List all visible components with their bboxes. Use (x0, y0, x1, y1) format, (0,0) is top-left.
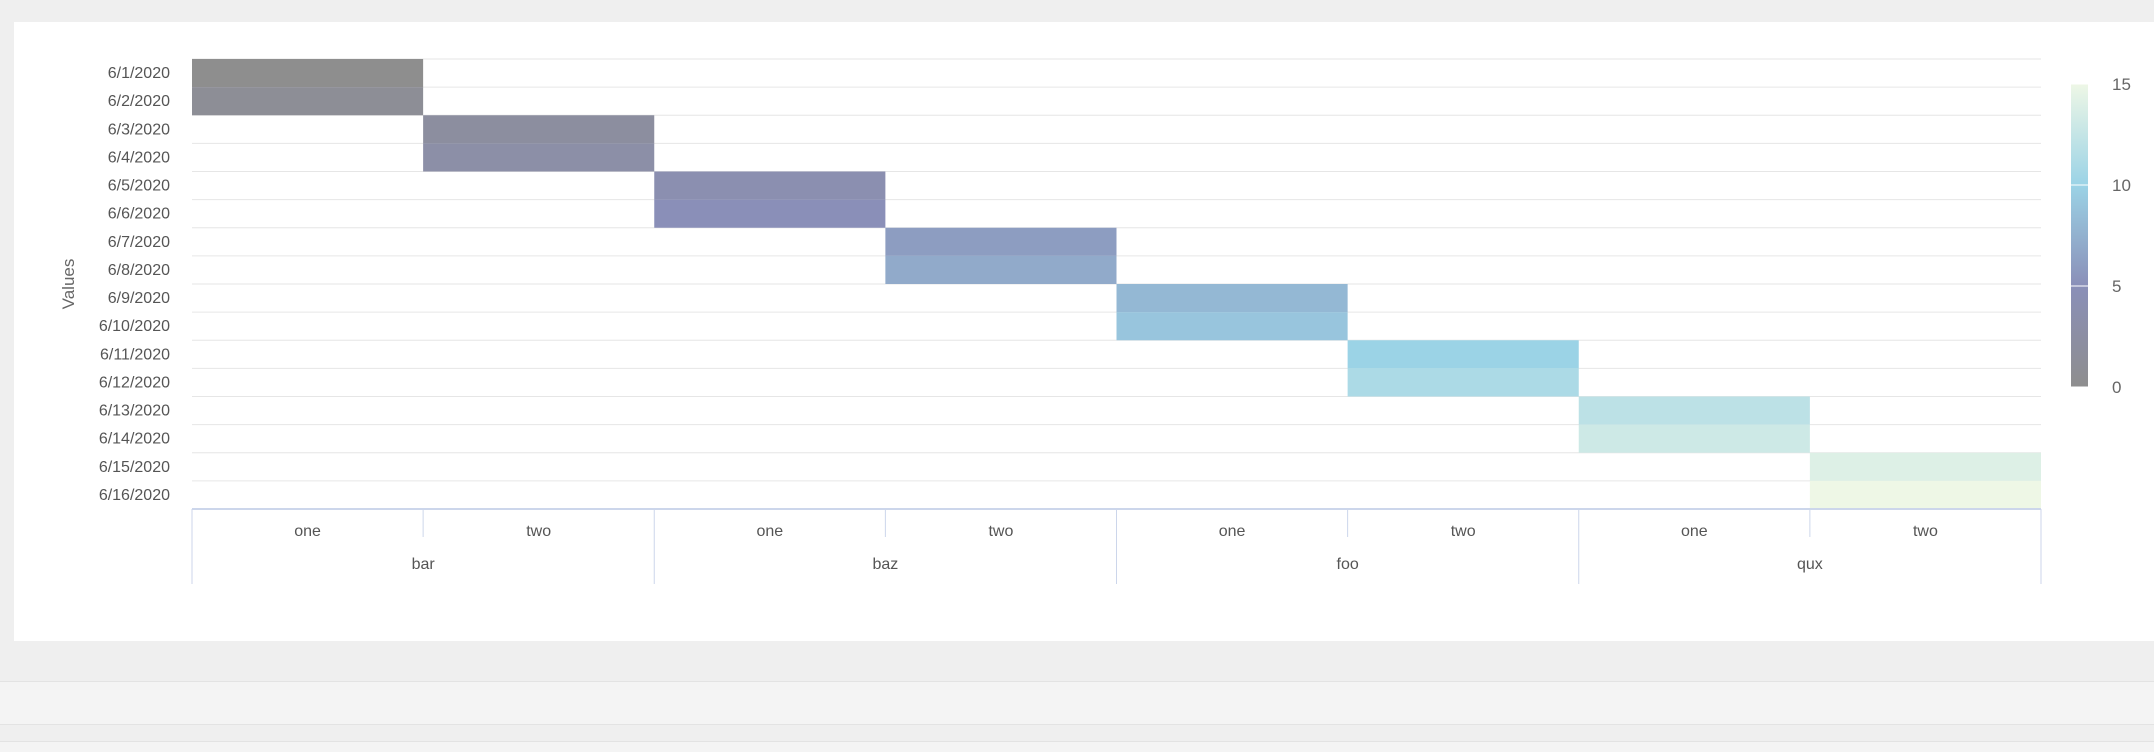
y-tick-label: 6/7/2020 (108, 234, 170, 251)
y-tick-label: 6/13/2020 (99, 403, 170, 420)
y-tick-label: 6/3/2020 (108, 121, 170, 138)
heatmap-cell[interactable] (1809, 480, 2041, 509)
y-tick-label: 6/2/2020 (108, 93, 170, 110)
legend-tick-label: 15 (2112, 75, 2131, 94)
y-tick-label: 6/11/2020 (100, 346, 170, 363)
heatmap-cell[interactable] (885, 227, 1117, 256)
heatmap-cell[interactable] (654, 199, 886, 228)
legend-tick-label: 10 (2112, 176, 2131, 195)
y-tick-labels: 6/1/2020 6/2/2020 6/3/2020 6/4/2020 6/5/2020… (99, 65, 170, 504)
legend-tick-label: 0 (2112, 378, 2121, 397)
y-tick-label: 6/5/2020 (108, 178, 170, 195)
x-tick-label: two (526, 523, 551, 540)
y-tick-label: 6/9/2020 (108, 290, 170, 307)
x-group-label: foo (1337, 556, 1359, 573)
legend-tick-label: 5 (2112, 277, 2121, 296)
heatmap-cell[interactable] (654, 171, 886, 200)
heatmap-cell[interactable] (1578, 396, 1810, 425)
heatmap-chart: 6/1/2020 6/2/2020 6/3/2020 6/4/2020 6/5/2020… (59, 58, 2131, 584)
y-tick-label: 6/16/2020 (99, 487, 170, 504)
x-tick-label: one (756, 523, 783, 540)
x-tick-label: one (294, 523, 321, 540)
heatmap-cell[interactable] (192, 59, 424, 88)
heatmap-cell[interactable] (1347, 368, 1579, 397)
heatmap-cell[interactable] (1347, 340, 1579, 369)
heatmap-cell[interactable] (1116, 284, 1348, 313)
y-tick-label: 6/14/2020 (99, 431, 170, 448)
y-tick-label: 6/1/2020 (108, 65, 170, 82)
y-tick-label: 6/10/2020 (99, 318, 170, 335)
heatmap-cell[interactable] (1809, 452, 2041, 481)
chart-panel: 6/1/2020 6/2/2020 6/3/2020 6/4/2020 6/5/2020… (14, 22, 2154, 641)
y-axis-title: Values (59, 259, 78, 310)
heatmap-cell[interactable] (423, 115, 655, 144)
footer-bar (0, 681, 2154, 725)
x-group-label: qux (1797, 556, 1823, 573)
x-tick-label: one (1219, 523, 1246, 540)
y-tick-label: 6/12/2020 (99, 374, 170, 391)
x-group-label: baz (872, 556, 898, 573)
x-group-label: bar (412, 556, 436, 573)
x-tick-label: two (988, 523, 1013, 540)
x-axis: one two one two one two one two bar baz foo qux (191, 508, 2042, 584)
color-legend-bar (2071, 84, 2088, 387)
heatmap-cell[interactable] (423, 143, 655, 172)
footer-strip (0, 741, 2154, 752)
heatmap-cells (192, 59, 2041, 509)
y-tick-label: 6/8/2020 (108, 262, 170, 279)
x-tick-label: two (1913, 523, 1938, 540)
heatmap-cell[interactable] (885, 255, 1117, 284)
heatmap-cell[interactable] (192, 87, 424, 116)
color-legend: 0 5 10 15 (2071, 75, 2131, 397)
y-tick-label: 6/15/2020 (99, 459, 170, 476)
x-tick-label: two (1451, 523, 1476, 540)
heatmap-cell[interactable] (1578, 424, 1810, 453)
x-tick-label: one (1681, 523, 1708, 540)
heatmap-cell[interactable] (1116, 312, 1348, 341)
y-tick-label: 6/6/2020 (108, 206, 170, 223)
y-tick-label: 6/4/2020 (108, 149, 170, 166)
